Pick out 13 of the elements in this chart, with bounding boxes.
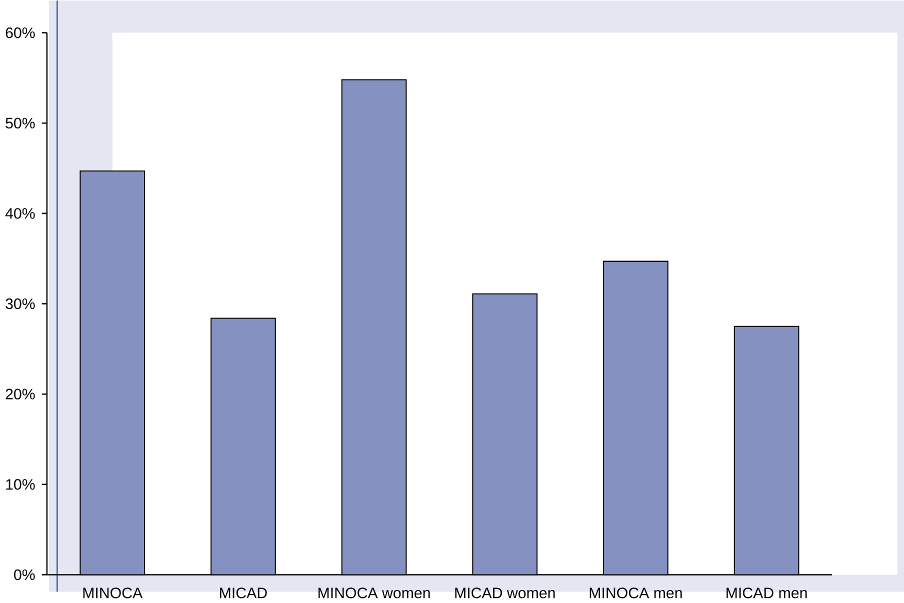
y-tick-label: 30% bbox=[6, 298, 35, 309]
x-tick-label: MINOCA bbox=[83, 587, 143, 598]
y-tick-label: 50% bbox=[6, 118, 35, 128]
y-tick-label: 40% bbox=[5, 208, 35, 219]
y-tick-label: 0% bbox=[14, 569, 35, 580]
y-tick-label: 20% bbox=[6, 388, 35, 400]
x-tick-label: MICAD men bbox=[726, 587, 807, 598]
x-tick-label: MINOCA men bbox=[590, 587, 682, 598]
x-tick-label: MICAD women bbox=[455, 587, 555, 598]
y-tick-label: 60% bbox=[6, 27, 35, 38]
x-tick-label: MICAD bbox=[220, 587, 267, 598]
x-tick-label: MINOCA women bbox=[318, 587, 430, 598]
y-tick-label: 10% bbox=[6, 478, 35, 490]
